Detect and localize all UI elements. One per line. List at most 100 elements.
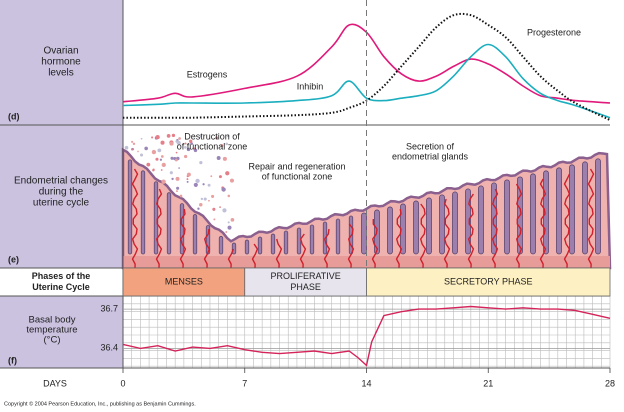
gland <box>569 164 575 255</box>
panel-label: Basal body <box>28 315 75 326</box>
phases-label: Phases of the <box>32 271 91 281</box>
artery <box>275 238 283 269</box>
artery <box>203 228 211 269</box>
annotation: Destruction of <box>184 131 240 141</box>
debris <box>175 190 178 193</box>
debris <box>161 162 166 168</box>
debris <box>197 207 200 210</box>
debris <box>131 140 134 143</box>
debris <box>203 197 207 201</box>
debris <box>210 175 213 178</box>
artery <box>443 198 451 269</box>
debris <box>225 142 229 146</box>
temperature-grid <box>122 295 611 368</box>
debris <box>218 175 222 179</box>
gland <box>257 236 263 255</box>
gland <box>439 194 445 255</box>
debris <box>208 199 210 202</box>
artery <box>539 178 547 269</box>
debris <box>146 162 151 167</box>
annotation: endometrial glands <box>392 151 469 161</box>
debris <box>152 169 155 172</box>
artery <box>251 243 259 269</box>
gland <box>140 170 146 255</box>
tissue <box>121 147 612 270</box>
debris <box>193 148 198 153</box>
debris <box>221 187 226 192</box>
series-label: Progesterone <box>527 27 581 37</box>
phase-name: MENSES <box>165 276 203 286</box>
debris <box>184 146 187 149</box>
gland <box>218 236 224 255</box>
panel-tag: (e) <box>8 254 19 264</box>
phase-box <box>244 267 367 297</box>
gland <box>309 224 315 255</box>
series-label: Estrogens <box>187 69 228 79</box>
panel-label: Endometrial changes <box>14 176 108 187</box>
debris <box>157 148 162 153</box>
debris <box>178 137 181 140</box>
debris <box>202 183 205 186</box>
debris <box>213 218 216 221</box>
debris <box>199 161 203 165</box>
panel-label: levels <box>48 68 74 79</box>
artery <box>371 219 379 269</box>
gland <box>595 158 601 255</box>
debris <box>171 177 174 181</box>
debris <box>144 146 148 151</box>
artery <box>179 208 187 269</box>
x-axis-label: DAYS <box>43 378 67 388</box>
debris <box>184 142 187 145</box>
debris <box>199 203 203 207</box>
gland <box>244 239 250 255</box>
panel-tag: (d) <box>8 111 20 121</box>
debris <box>229 178 234 183</box>
debris <box>161 179 166 184</box>
artery <box>419 203 427 269</box>
debris <box>160 140 165 145</box>
debris <box>216 156 221 160</box>
y-tick-label: 36.7 <box>100 303 118 313</box>
hormone-line <box>122 43 611 119</box>
panel-label: uterine cycle <box>33 198 90 209</box>
debris <box>220 144 224 147</box>
x-tick-label: 21 <box>483 378 493 388</box>
annotation: Secretion of <box>406 141 455 151</box>
artery <box>491 188 499 269</box>
artery <box>467 193 475 269</box>
phase-box <box>122 267 246 297</box>
series-label: Inhibin <box>297 81 324 91</box>
phase-name: PROLIFERATIVE <box>270 271 340 281</box>
debris <box>227 194 231 198</box>
debris <box>151 136 154 139</box>
copyright: Copyright © 2004 Pearson Education, Inc.… <box>4 400 196 407</box>
gland <box>361 212 367 255</box>
debris <box>186 147 191 152</box>
gland <box>530 173 536 255</box>
debris <box>169 171 173 175</box>
artery <box>299 233 307 269</box>
gland <box>335 218 341 255</box>
annotation: of functional zone <box>262 171 333 181</box>
x-tick-label: 14 <box>361 378 371 388</box>
debris <box>155 135 160 140</box>
debris <box>222 156 227 161</box>
debris <box>230 217 235 222</box>
gland <box>387 206 393 255</box>
debris <box>169 141 174 146</box>
debris <box>175 151 178 154</box>
y-tick-label: 36.4 <box>100 343 118 353</box>
label-column <box>0 296 123 368</box>
debris <box>130 148 133 151</box>
panel-label: Ovarian <box>43 46 78 57</box>
debris <box>184 154 188 159</box>
phase-box <box>366 267 611 297</box>
debris <box>171 133 176 138</box>
debris <box>215 136 219 140</box>
gland <box>504 179 510 255</box>
hormone-line <box>122 23 611 104</box>
gland <box>452 191 458 255</box>
annotation: of functional zone <box>177 141 248 151</box>
phase-name: SECRETORY PHASE <box>444 276 533 286</box>
artery <box>587 168 595 269</box>
